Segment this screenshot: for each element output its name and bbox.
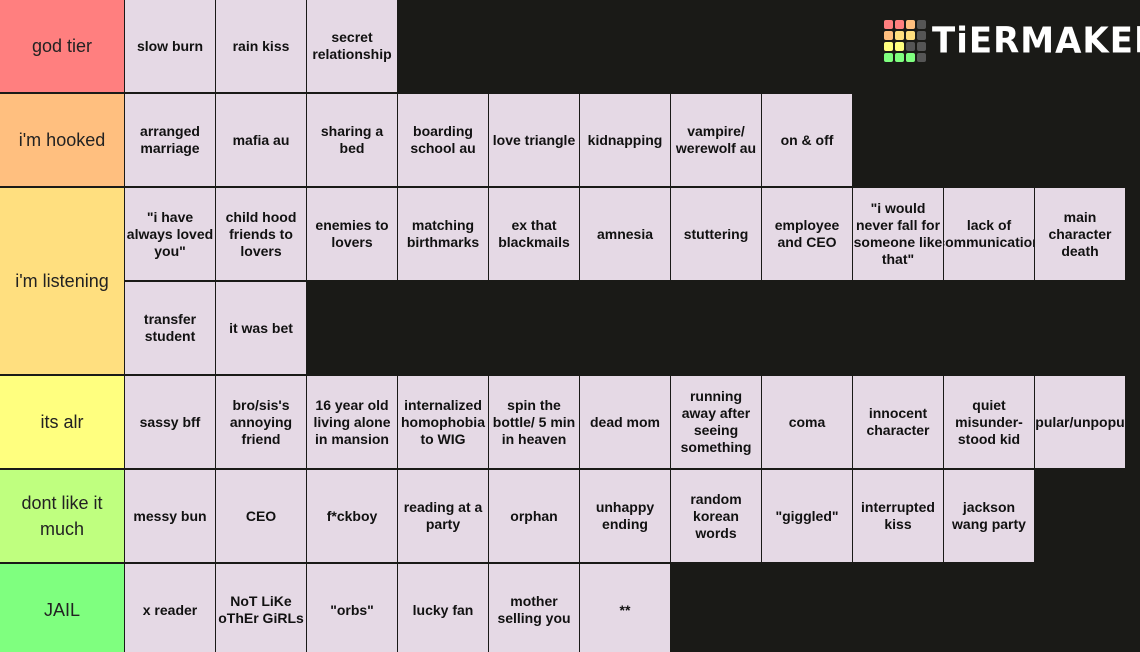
tier-item: lack of communication	[944, 188, 1034, 280]
tier-item: **	[580, 564, 670, 652]
tier-item: rain kiss	[216, 0, 306, 92]
tier-label: i'm listening	[0, 188, 124, 374]
tier-row: i'm hooked arranged marriage mafia au shari…	[0, 94, 1140, 186]
tier-items: messy bun CEO f*ckboy reading at a party orp…	[124, 470, 1128, 562]
tier-item: kidnapping	[580, 94, 670, 186]
tier-row: JAIL x reader NoT LiKe oThEr GiRLs "orbs" lu…	[0, 564, 1140, 652]
tier-item: vampire/ werewolf au	[671, 94, 761, 186]
tier-item: "giggled"	[762, 470, 852, 562]
tier-item: mafia au	[216, 94, 306, 186]
tier-items: "i have always loved you" child hood frie…	[124, 188, 1128, 374]
tier-item: popular/unpopular	[1035, 376, 1125, 468]
tier-item: dead mom	[580, 376, 670, 468]
tier-item: secret relationship	[307, 0, 397, 92]
tier-row: dont like it much messy bun CEO f*ckboy read…	[0, 470, 1140, 562]
tier-item: sassy bff	[125, 376, 215, 468]
tier-item: interrupted kiss	[853, 470, 943, 562]
tier-items: x reader NoT LiKe oThEr GiRLs "orbs" lucky …	[124, 564, 1128, 652]
tier-item: running away after seeing something	[671, 376, 761, 468]
tier-row: god tier slow burn rain kiss secret relatio…	[0, 0, 1140, 92]
tier-item: orphan	[489, 470, 579, 562]
tier-item: transfer student	[125, 282, 215, 374]
tier-label: JAIL	[0, 564, 124, 652]
tier-row: i'm listening "i have always loved you" ch…	[0, 188, 1140, 374]
tier-item: "i would never fall for someone like tha…	[853, 188, 943, 280]
tier-item: it was bet	[216, 282, 306, 374]
tier-item: NoT LiKe oThEr GiRLs	[216, 564, 306, 652]
tier-item: x reader	[125, 564, 215, 652]
tier-item: sharing a bed	[307, 94, 397, 186]
tier-item: love triangle	[489, 94, 579, 186]
tier-item: child hood friends to lovers	[216, 188, 306, 280]
tier-item: matching birthmarks	[398, 188, 488, 280]
tier-item: stuttering	[671, 188, 761, 280]
tier-item: boarding school au	[398, 94, 488, 186]
tier-item: slow burn	[125, 0, 215, 92]
tier-row: its alr sassy bff bro/sis's annoying frien…	[0, 376, 1140, 468]
tier-item: internalized homophobia to WIG	[398, 376, 488, 468]
logo: TiERMAKER	[884, 20, 1140, 62]
tier-item: enemies to lovers	[307, 188, 397, 280]
logo-text: TiERMAKER	[932, 20, 1140, 62]
tier-item: ex that blackmails	[489, 188, 579, 280]
tier-item: f*ckboy	[307, 470, 397, 562]
tier-item: spin the bottle/ 5 min in heaven	[489, 376, 579, 468]
tier-item: reading at a party	[398, 470, 488, 562]
tier-items: sassy bff bro/sis's annoying friend 16 yea…	[124, 376, 1128, 468]
tier-item: innocent character	[853, 376, 943, 468]
tier-items: arranged marriage mafia au sharing a bed bo…	[124, 94, 1128, 186]
logo-grid	[884, 20, 926, 62]
tier-item: main character death	[1035, 188, 1125, 280]
tier-item: "i have always loved you"	[125, 188, 215, 280]
tier-item: "orbs"	[307, 564, 397, 652]
tier-item: jackson wang party	[944, 470, 1034, 562]
tier-item: unhappy ending	[580, 470, 670, 562]
tier-item: employee and CEO	[762, 188, 852, 280]
tier-item: on & off	[762, 94, 852, 186]
tier-items: slow burn rain kiss secret relationship	[124, 0, 1128, 92]
tier-item: mother selling you	[489, 564, 579, 652]
tier-label: its alr	[0, 376, 124, 468]
tier-item: coma	[762, 376, 852, 468]
tier-item: lucky fan	[398, 564, 488, 652]
tier-item: 16 year old living alone in mansion	[307, 376, 397, 468]
tier-label: god tier	[0, 0, 124, 92]
tier-label: i'm hooked	[0, 94, 124, 186]
tier-label: dont like it much	[0, 470, 124, 562]
tier-item: messy bun	[125, 470, 215, 562]
tier-item: quiet misunder-stood kid	[944, 376, 1034, 468]
tier-item: amnesia	[580, 188, 670, 280]
tier-item: bro/sis's annoying friend	[216, 376, 306, 468]
tier-item: random korean words	[671, 470, 761, 562]
tier-item: arranged marriage	[125, 94, 215, 186]
tier-item: CEO	[216, 470, 306, 562]
